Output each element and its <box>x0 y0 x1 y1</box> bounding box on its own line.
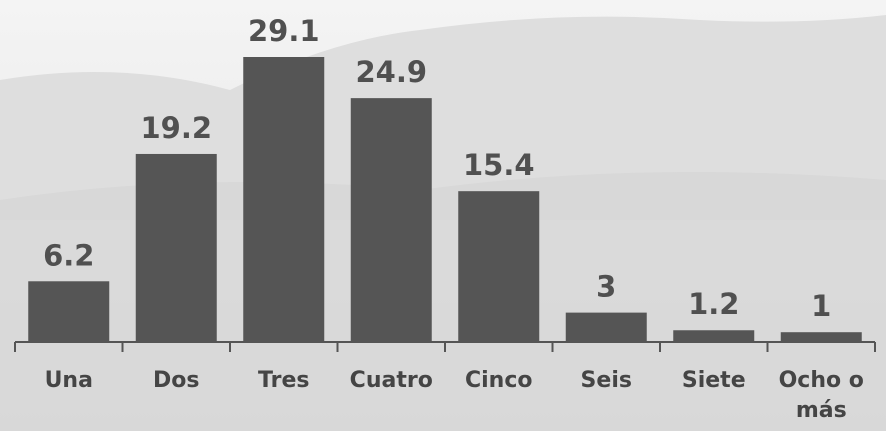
bar <box>565 312 647 342</box>
bar <box>243 57 325 342</box>
x-tick-label: Ocho o más <box>778 368 864 423</box>
value-label: 19.2 <box>140 111 212 145</box>
value-label: 1.2 <box>688 287 739 321</box>
background-hills <box>0 15 886 220</box>
x-tick-label: Dos <box>153 368 200 393</box>
bar <box>458 191 540 342</box>
bar <box>135 153 217 342</box>
bar <box>350 98 432 342</box>
x-tick-label: Cinco <box>464 368 533 393</box>
value-label: 3 <box>596 270 616 304</box>
x-tick-label: Una <box>44 368 93 393</box>
bar <box>673 330 755 342</box>
background-city <box>0 172 886 431</box>
plot: 6.2 19.2 29.1 24.9 15.4 3 1.2 1 <box>14 14 876 352</box>
value-label: 1 <box>811 289 831 323</box>
value-label: 6.2 <box>43 238 94 272</box>
value-label: 24.9 <box>355 55 427 89</box>
value-label: 29.1 <box>248 14 320 48</box>
x-tick-label: Cuatro <box>349 368 433 393</box>
value-label: 15.4 <box>463 148 535 182</box>
x-tick-label: Tres <box>258 368 310 393</box>
bar <box>28 281 110 342</box>
x-tick-label: Siete <box>681 368 746 393</box>
x-tick-label: Seis <box>580 368 632 393</box>
bar <box>780 332 862 342</box>
